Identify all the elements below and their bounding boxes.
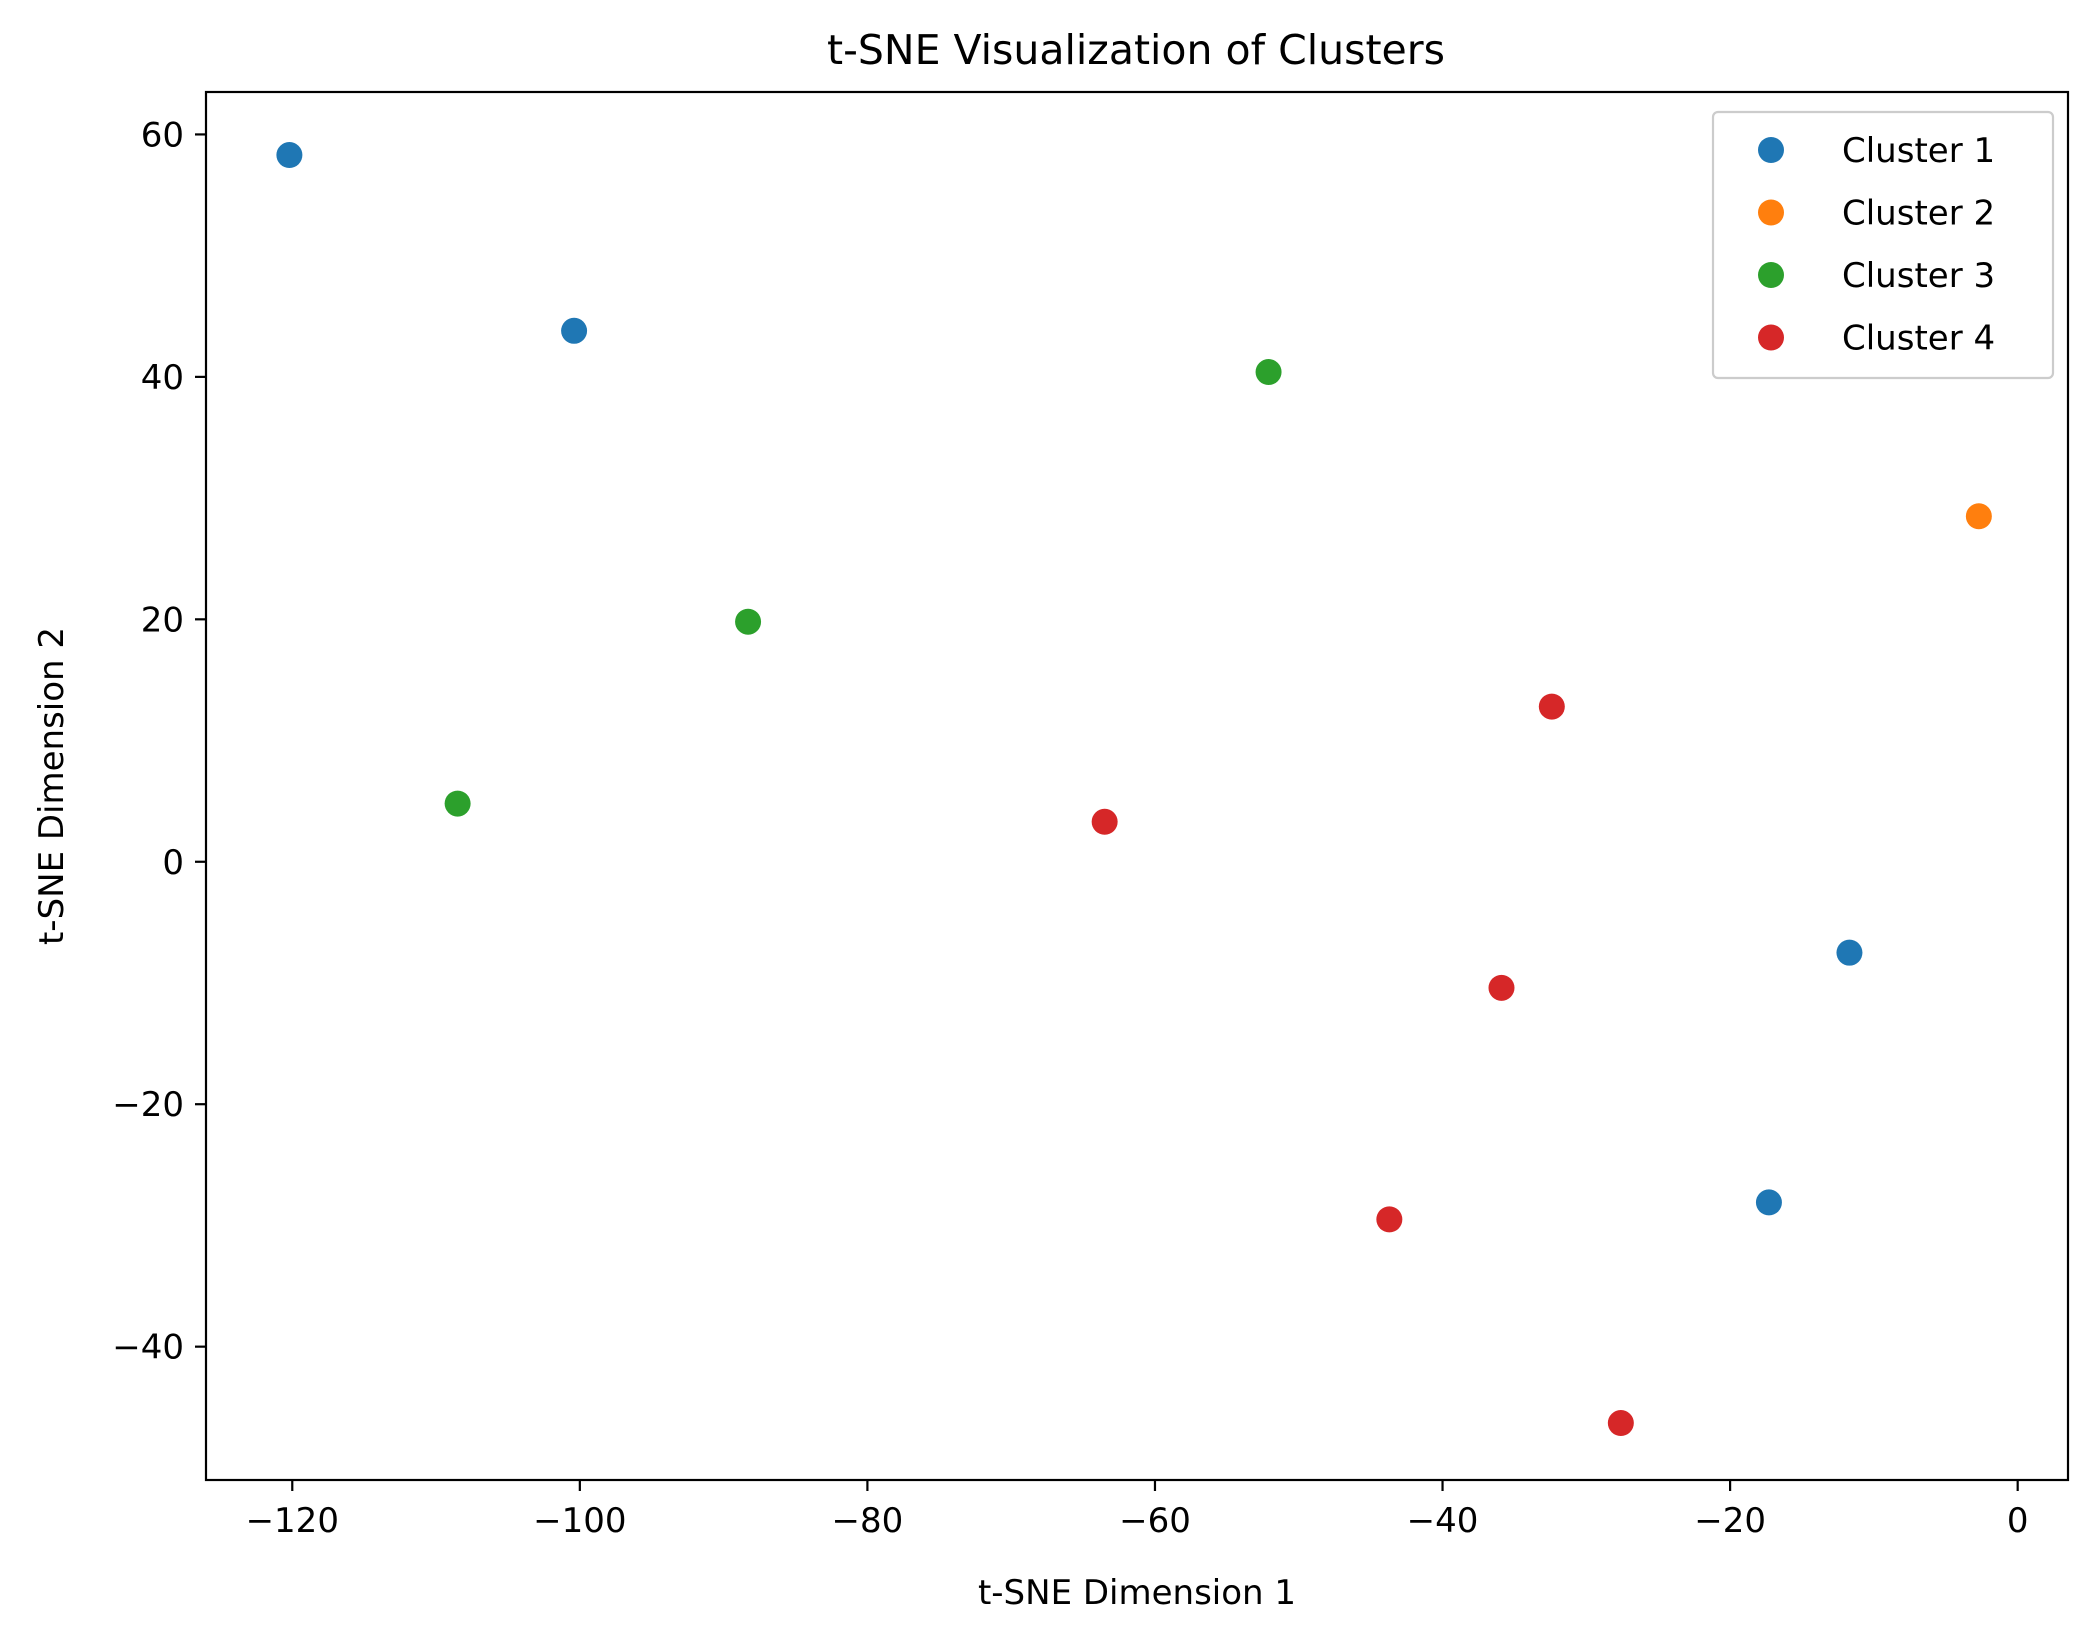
x-tick-label: −40 <box>1407 1501 1479 1541</box>
data-point <box>561 317 588 344</box>
plot-area <box>276 142 1992 1437</box>
x-tick-label: −100 <box>533 1501 626 1541</box>
series-1 <box>276 142 1863 1216</box>
y-tick-label: 40 <box>141 358 184 398</box>
legend-marker <box>1758 324 1784 351</box>
x-tick-label: −20 <box>1694 1501 1766 1541</box>
y-tick-label: −20 <box>112 1085 184 1125</box>
data-point <box>735 608 762 635</box>
y-axis: −40 −20 0 20 40 60 <box>112 115 206 1368</box>
plot-frame <box>204 90 2070 1482</box>
x-axis: −120 −100 −80 −60 −40 −20 0 <box>246 1480 2029 1541</box>
data-point <box>1836 939 1863 966</box>
x-tick-label: −120 <box>246 1501 339 1541</box>
legend-label: Cluster 2 <box>1842 194 1995 234</box>
data-point <box>276 142 303 169</box>
data-point <box>1255 359 1282 386</box>
legend-marker <box>1758 137 1784 163</box>
y-axis-label: t-SNE Dimension 2 <box>32 627 72 945</box>
y-tick-label: −40 <box>112 1328 184 1368</box>
chart-title: t-SNE Visualization of Clusters <box>827 26 1445 74</box>
x-tick-label: −80 <box>832 1501 904 1541</box>
data-point <box>1538 693 1565 720</box>
x-tick-label: 0 <box>2007 1501 2029 1541</box>
legend-marker <box>1758 199 1784 226</box>
data-point <box>1755 1189 1782 1216</box>
y-tick-label: 20 <box>141 600 184 640</box>
data-point <box>444 790 471 817</box>
legend-label: Cluster 3 <box>1842 256 1995 296</box>
data-point <box>1091 808 1118 835</box>
legend-box <box>1711 110 2055 380</box>
y-tick-label: 0 <box>162 843 184 883</box>
x-axis-label: t-SNE Dimension 1 <box>978 1573 1296 1613</box>
legend-marker <box>1758 262 1784 288</box>
x-tick-label: −60 <box>1119 1501 1191 1541</box>
legend: Cluster 1 Cluster 2 Cluster 3 Cluster 4 <box>1711 110 2055 380</box>
series-4 <box>1091 693 1634 1437</box>
series-3 <box>444 359 1282 817</box>
data-point <box>1607 1410 1634 1437</box>
data-point <box>1376 1206 1403 1233</box>
data-point <box>1488 974 1515 1001</box>
legend-label: Cluster 1 <box>1842 131 1995 171</box>
legend-label: Cluster 4 <box>1842 319 1995 359</box>
y-tick-label: 60 <box>141 115 184 155</box>
series-2 <box>1965 503 1992 530</box>
data-point <box>1965 503 1992 530</box>
